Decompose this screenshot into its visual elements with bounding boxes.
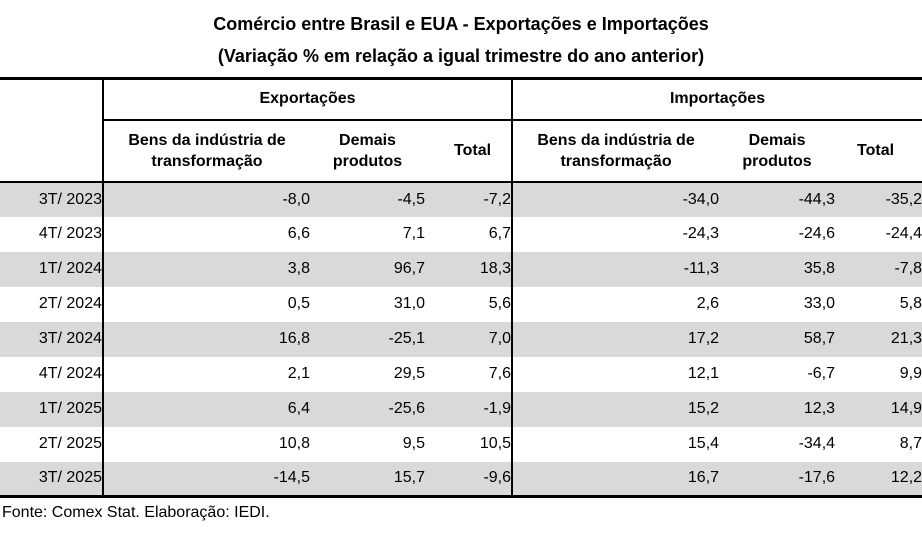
value-cell: 96,7	[393, 260, 425, 277]
subheader-imp-demais: Demais produtos	[719, 119, 836, 183]
period-cell: 3T/ 2025	[0, 461, 104, 497]
value-cell: -24,6	[798, 225, 836, 242]
value-cell: 10,8	[278, 435, 310, 452]
value-cell: -24,3	[682, 225, 720, 242]
chart-title-line2: (Variação % em relação a igual trimestre…	[217, 46, 705, 66]
group-header-row: Exportações Importações	[0, 78, 922, 183]
table-header: Exportações Importações Bens da indústri…	[0, 78, 922, 183]
value-cell: -7,8	[894, 260, 922, 277]
table-row: 1T/ 2024 3,8 96,7 18,3 -11,3 35,8 -7,8	[0, 251, 922, 287]
value-cell: -6,7	[807, 365, 836, 382]
period-cell: 1T/ 2024	[0, 251, 104, 287]
value-cell: 18,3	[425, 251, 514, 287]
value-cell: 31,0	[393, 295, 425, 312]
value-cell: -34,0	[682, 190, 720, 208]
table-body: 3T/ 2023 -8,0 -4,5 -7,2 -34,0 -44,3 -35,…	[0, 181, 922, 497]
value-cell: 7,6	[425, 356, 514, 392]
subheader-exp-demais: Demais produtos	[310, 119, 425, 183]
value-cell: 29,5	[393, 365, 425, 382]
group-header-importacoes: Importações	[512, 78, 922, 121]
value-cell: 35,8	[803, 260, 836, 277]
subheader-imp-bens: Bens da indústria de transformação	[512, 119, 720, 183]
subheader-imp-total: Total	[835, 119, 922, 183]
period-cell: 2T/ 2025	[0, 426, 104, 462]
value-cell: 17,2	[687, 330, 720, 347]
value-cell: 15,2	[687, 400, 720, 417]
period-cell: 3T/ 2024	[0, 321, 104, 357]
value-cell: 0,5	[287, 295, 310, 312]
subheader-exp-total: Total	[425, 119, 514, 183]
table-row: 3T/ 2024 16,8 -25,1 7,0 17,2 58,7 21,3	[0, 321, 922, 357]
value-cell: 16,7	[687, 469, 720, 487]
group-header-exportacoes: Exportações	[103, 78, 514, 121]
value-cell: -9,6	[425, 461, 514, 497]
value-cell: 10,5	[425, 426, 514, 462]
value-cell: -35,2	[885, 190, 922, 208]
period-cell: 3T/ 2023	[0, 181, 104, 217]
subheader-exp-bens: Bens da indústria de transformação	[103, 119, 310, 183]
value-cell: -17,6	[798, 469, 836, 487]
value-cell: -1,9	[425, 391, 514, 427]
value-cell: -11,3	[683, 260, 720, 277]
value-cell: 6,6	[287, 225, 310, 242]
table-row: 2T/ 2025 10,8 9,5 10,5 15,4 -34,4 8,7	[0, 426, 922, 462]
value-cell: -34,4	[798, 435, 836, 452]
chart-title-line1: Comércio entre Brasil e EUA - Exportaçõe…	[213, 14, 709, 34]
value-cell: 16,8	[278, 330, 310, 347]
table-row: 3T/ 2025 -14,5 15,7 -9,6 16,7 -17,6 12,2	[0, 461, 922, 497]
table-row: 1T/ 2025 6,4 -25,6 -1,9 15,2 12,3 14,9	[0, 391, 922, 427]
value-cell: 58,7	[803, 330, 836, 347]
period-cell: 4T/ 2024	[0, 356, 104, 392]
value-cell: 3,8	[287, 260, 310, 277]
value-cell: 6,4	[287, 400, 310, 417]
value-cell: 33,0	[803, 295, 836, 312]
value-cell: 9,9	[899, 365, 922, 382]
value-cell: 15,4	[687, 435, 720, 452]
corner-cell	[0, 78, 104, 183]
value-cell: 2,6	[696, 295, 720, 312]
chart-title-block: Comércio entre Brasil e EUA - Exportaçõe…	[0, 0, 922, 72]
value-cell: 9,5	[402, 435, 425, 452]
sub-header-row: Bens da indústria de transformação Demai…	[0, 119, 922, 183]
value-cell: 12,1	[687, 365, 720, 382]
value-cell: 15,7	[393, 469, 425, 487]
value-cell: -4,5	[397, 190, 425, 208]
table-row: 2T/ 2024 0,5 31,0 5,6 2,6 33,0 5,8	[0, 286, 922, 322]
value-cell: -25,6	[388, 400, 425, 417]
value-cell: 7,1	[402, 225, 425, 242]
source-note: Fonte: Comex Stat. Elaboração: IEDI.	[2, 504, 270, 521]
value-cell: 12,2	[890, 469, 922, 487]
table-row: 4T/ 2024 2,1 29,5 7,6 12,1 -6,7 9,9	[0, 356, 922, 392]
value-cell: -8,0	[282, 190, 310, 208]
value-cell: 21,3	[890, 330, 922, 347]
value-cell: -24,4	[885, 225, 922, 242]
value-cell: 2,1	[287, 365, 310, 382]
period-cell: 1T/ 2025	[0, 391, 104, 427]
value-cell: 5,8	[899, 295, 922, 312]
period-cell: 2T/ 2024	[0, 286, 104, 322]
value-cell: -44,3	[798, 190, 836, 208]
value-cell: 8,7	[899, 435, 922, 452]
value-cell: -14,5	[273, 469, 310, 487]
value-cell: -25,1	[388, 330, 425, 347]
value-cell: -7,2	[425, 181, 514, 217]
value-cell: 14,9	[890, 400, 922, 417]
value-cell: 6,7	[425, 216, 514, 252]
value-cell: 7,0	[425, 321, 514, 357]
table-row: 4T/ 2023 6,6 7,1 6,7 -24,3 -24,6 -24,4	[0, 216, 922, 252]
value-cell: 5,6	[425, 286, 514, 322]
table-row: 3T/ 2023 -8,0 -4,5 -7,2 -34,0 -44,3 -35,…	[0, 181, 922, 217]
trade-data-table: Exportações Importações Bens da indústri…	[0, 77, 922, 498]
value-cell: 12,3	[803, 400, 836, 417]
period-cell: 4T/ 2023	[0, 216, 104, 252]
